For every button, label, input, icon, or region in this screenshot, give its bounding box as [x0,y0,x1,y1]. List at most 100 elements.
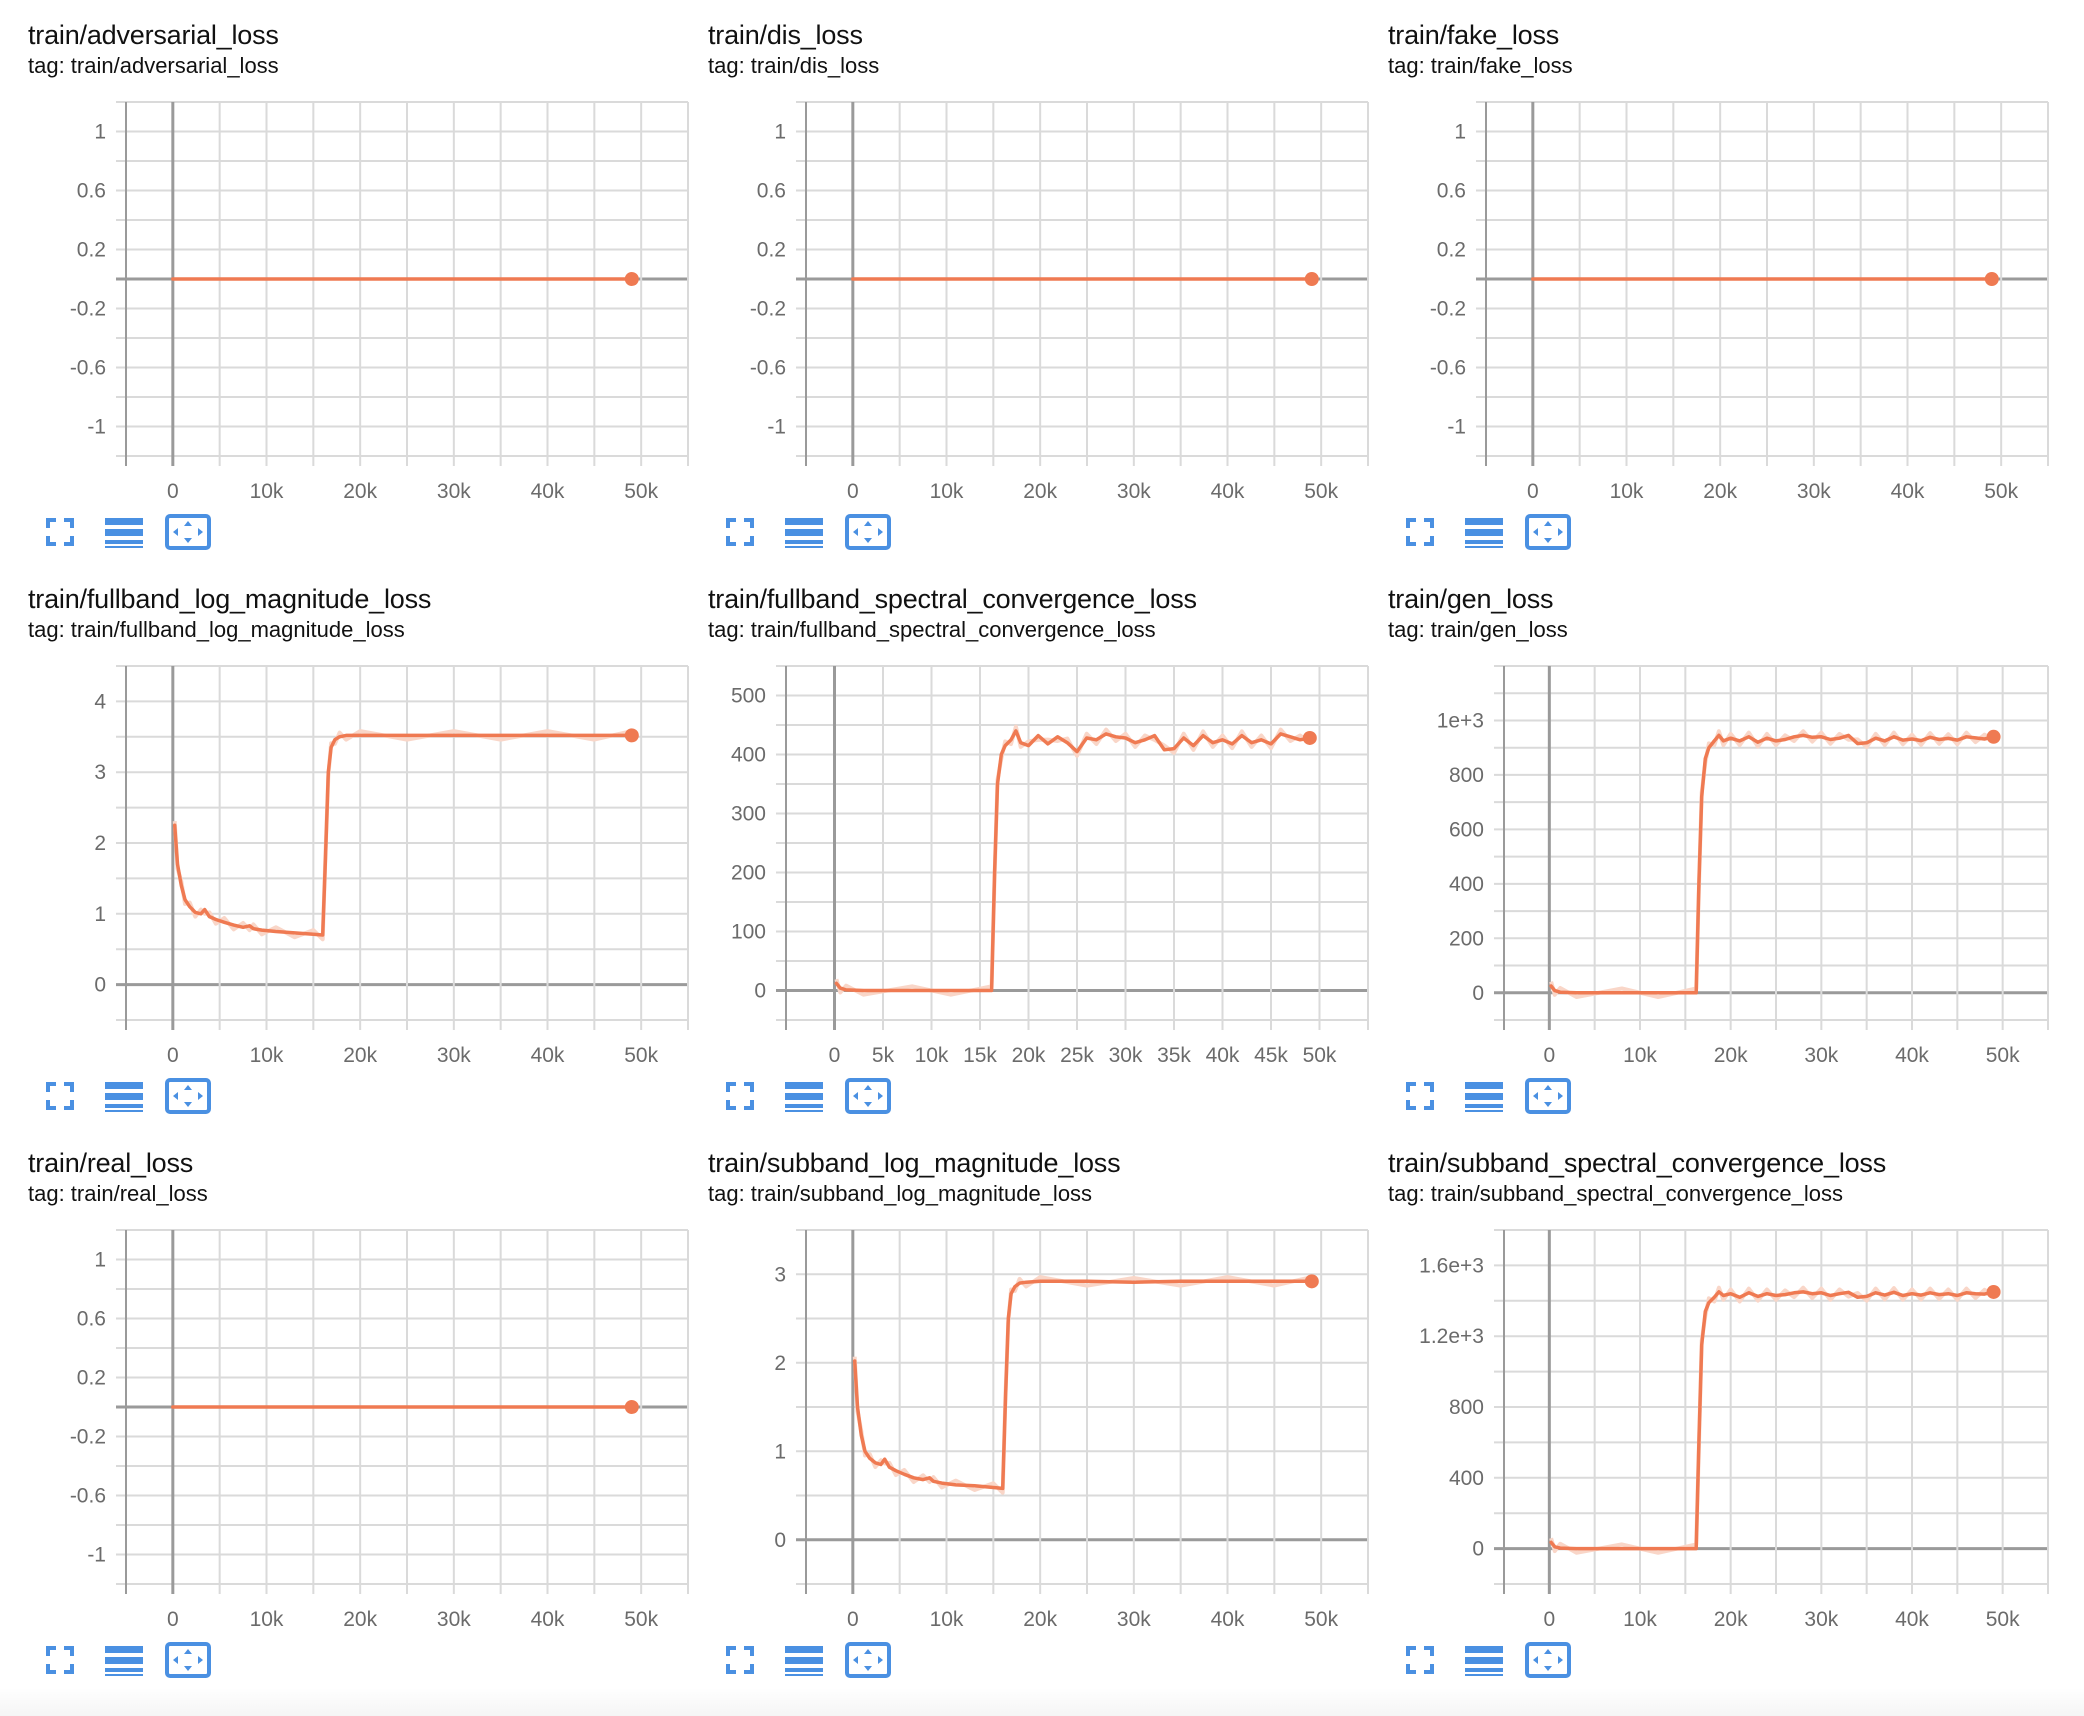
y-tick-label: -0.2 [70,298,106,321]
fullscreen-button[interactable] [46,1646,74,1679]
x-tick-label: 20k [1714,1608,1748,1631]
last-point-marker[interactable] [624,272,639,286]
line-chart[interactable]: 1 0.6 0.2 -0.2 -0.6 -1 0 10k 20k 30k 40k 50k [0,1128,689,1631]
y-tick-label: 1 [774,121,786,144]
x-tick-label: 30k [1804,1044,1838,1067]
line-chart[interactable]: 1 0.6 0.2 -0.2 -0.6 -1 0 10k 20k 30k 40k 50k [0,0,689,503]
smoothed-series-line[interactable] [172,733,634,937]
last-point-marker[interactable] [1304,1274,1319,1289]
x-tick-label: 0 [1543,1608,1555,1631]
y-tick-label: 0 [1472,1538,1484,1561]
lines-icon [785,1082,823,1116]
y-tick-label: -1 [1447,416,1466,439]
fullscreen-button[interactable] [46,518,74,551]
x-axis-labels: 0 10k 20k 30k 40k 50k [1527,480,2019,503]
line-chart[interactable]: 500 400 300 200 100 0 0 5k 10k 15k 20k 25k 30k 35k 40k… [680,564,1369,1067]
x-tick-label: 20k [1023,480,1057,503]
fit-domain-icon [165,1642,211,1682]
fullscreen-button[interactable] [726,1646,754,1679]
fit-domain-button[interactable] [845,1078,891,1119]
x-tick-label: 45k [1254,1044,1288,1067]
x-tick-label: 0 [167,1044,179,1067]
smoothed-series-line[interactable] [1549,733,1996,995]
x-tick-label: 10k [250,480,284,503]
x-tick-label: 0 [1543,1044,1555,1067]
card-tag: tag: train/adversarial_loss [28,53,279,78]
fit-domain-button[interactable] [1525,1642,1571,1683]
toggle-log-scale-button[interactable] [1465,518,1503,553]
card-tag: tag: train/fake_loss [1388,53,1573,78]
fit-domain-button[interactable] [165,514,211,555]
smoothed-series-line[interactable] [834,729,1312,993]
y-axis-labels: 4 3 2 1 0 [94,690,106,996]
y-tick-label: 1 [94,121,106,144]
line-chart[interactable]: 1e+3 800 600 400 200 0 0 10k 20k 30k 40k 50k [1360,564,2049,1067]
x-tick-label: 40k [1206,1044,1240,1067]
fullscreen-button[interactable] [1406,1646,1434,1679]
fullscreen-button[interactable] [1406,1082,1434,1115]
card-title: train/fullband_log_magnitude_loss [28,584,432,614]
line-chart[interactable]: 1 0.6 0.2 -0.2 -0.6 -1 0 10k 20k 30k 40k 50k [680,0,1369,503]
fit-domain-button[interactable] [845,514,891,555]
x-tick-label: 30k [1797,480,1831,503]
x-gridlines [785,666,1369,1030]
toggle-log-scale-button[interactable] [785,1646,823,1681]
fit-domain-button[interactable] [1525,1078,1571,1119]
last-point-marker[interactable] [1986,1284,2001,1299]
toggle-log-scale-button[interactable] [1465,1082,1503,1117]
fit-domain-button[interactable] [845,1642,891,1683]
toggle-log-scale-button[interactable] [105,1646,143,1681]
scalar-card-fullband-spectral-convergence-loss: train/fullband_spectral_convergence_loss… [680,564,1369,1128]
y-tick-label: 3 [94,761,106,784]
x-tick-label: 25k [1060,1044,1094,1067]
fullscreen-button[interactable] [1406,518,1434,551]
x-tick-label: 20k [343,1044,377,1067]
y-tick-label: 200 [1449,927,1484,950]
y-tick-label: 300 [731,803,766,826]
smoothed-series-line[interactable] [852,1279,1314,1491]
fit-domain-button[interactable] [1525,514,1571,555]
line-chart[interactable]: 4 3 2 1 0 0 10k 20k 30k 40k 50k [0,564,689,1067]
y-axis-labels: 1.6e+3 1.2e+3 800 400 0 [1419,1254,1484,1560]
fullscreen-button[interactable] [726,518,754,551]
line-chart[interactable]: 3 2 1 0 0 10k 20k 30k 40k 50k [680,1128,1369,1631]
toggle-log-scale-button[interactable] [785,518,823,553]
last-point-marker[interactable] [1302,730,1317,745]
x-gridlines [1503,1230,2049,1594]
y-tick-label: -0.2 [1430,298,1466,321]
smoothed-series-line[interactable] [1549,1290,1996,1551]
raw-series-line [1549,729,1995,999]
fit-domain-button[interactable] [165,1642,211,1683]
line-chart[interactable]: 1 0.6 0.2 -0.2 -0.6 -1 0 10k 20k 30k 40k 50k [1360,0,2049,503]
x-gridlines [125,102,689,466]
last-point-marker[interactable] [624,728,639,743]
lines-icon [1465,518,1503,552]
fullscreen-icon [726,1082,754,1114]
fullscreen-button[interactable] [46,1082,74,1115]
fullscreen-icon [46,1646,74,1678]
x-tick-label: 30k [437,1044,471,1067]
last-point-marker[interactable] [624,1400,639,1414]
lines-icon [105,1082,143,1116]
x-gridlines [805,102,1369,466]
fit-domain-icon [845,1078,891,1118]
y-gridlines [116,1229,688,1585]
fullscreen-button[interactable] [726,1082,754,1115]
x-tick-label: 20k [343,480,377,503]
x-axis-labels: 0 10k 20k 30k 40k 50k [167,1044,659,1067]
line-chart[interactable]: 1.6e+3 1.2e+3 800 400 0 0 10k 20k 30k 40k 50k [1360,1128,2049,1631]
last-point-marker[interactable] [1304,272,1319,286]
last-point-marker[interactable] [1984,272,1999,286]
fit-domain-button[interactable] [165,1078,211,1119]
toggle-log-scale-button[interactable] [785,1082,823,1117]
y-tick-label: 600 [1449,818,1484,841]
scalar-card-subband-spectral-convergence-loss: train/subband_spectral_convergence_loss t… [1360,1128,2049,1692]
toggle-log-scale-button[interactable] [105,518,143,553]
card-title: train/fullband_spectral_convergence_loss [708,584,1197,614]
toggle-log-scale-button[interactable] [105,1082,143,1117]
x-tick-label: 10k [1623,1044,1657,1067]
card-title: train/dis_loss [708,20,863,50]
toggle-log-scale-button[interactable] [1465,1646,1503,1681]
y-axis-labels: 3 2 1 0 [774,1263,786,1552]
last-point-marker[interactable] [1986,729,2001,744]
